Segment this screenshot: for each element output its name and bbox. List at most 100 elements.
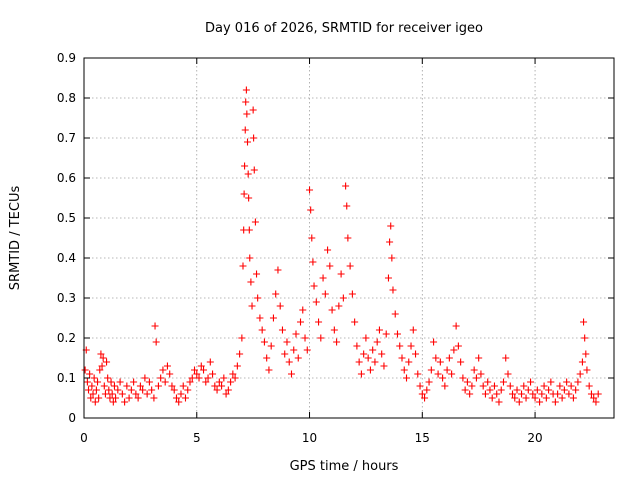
- data-point: [527, 378, 535, 386]
- data-point: [227, 378, 235, 386]
- data-point: [95, 394, 103, 402]
- y-tick-label: 0.4: [57, 251, 76, 265]
- data-point: [594, 390, 602, 398]
- data-point: [218, 382, 226, 390]
- data-point: [468, 382, 476, 390]
- data-point: [409, 326, 417, 334]
- data-point: [224, 386, 232, 394]
- data-point: [269, 314, 277, 322]
- data-point: [425, 378, 433, 386]
- data-point: [328, 306, 336, 314]
- data-point: [206, 358, 214, 366]
- data-point: [343, 202, 351, 210]
- data-point: [240, 190, 248, 198]
- y-tick-label: 0.6: [57, 171, 76, 185]
- data-point: [486, 386, 494, 394]
- data-point: [151, 322, 159, 330]
- data-point: [412, 350, 420, 358]
- data-point: [502, 354, 510, 362]
- data-point: [85, 386, 93, 394]
- data-point: [432, 354, 440, 362]
- data-point: [493, 390, 501, 398]
- data-point: [445, 354, 453, 362]
- data-point: [104, 374, 112, 382]
- data-point: [317, 334, 325, 342]
- data-point: [188, 374, 196, 382]
- y-tick-label: 0.1: [57, 371, 76, 385]
- data-point: [407, 342, 415, 350]
- data-point: [98, 362, 106, 370]
- data-point: [202, 378, 210, 386]
- data-point: [479, 382, 487, 390]
- data-point: [123, 382, 131, 390]
- x-tick-label: 5: [193, 431, 201, 445]
- data-point: [195, 374, 203, 382]
- data-point: [150, 394, 158, 402]
- data-point: [258, 326, 266, 334]
- data-point: [330, 326, 338, 334]
- data-point: [209, 370, 217, 378]
- data-point: [274, 266, 282, 274]
- data-point: [105, 386, 113, 394]
- data-point: [421, 394, 429, 402]
- y-tick-label: 0.7: [57, 131, 76, 145]
- data-point: [481, 390, 489, 398]
- data-point: [109, 398, 117, 406]
- data-point: [244, 170, 252, 178]
- data-point: [94, 378, 102, 386]
- data-point: [186, 378, 194, 386]
- data-point: [585, 382, 593, 390]
- data-point: [427, 366, 435, 374]
- y-tick-label: 0.9: [57, 51, 76, 65]
- data-point: [256, 314, 264, 322]
- data-point: [558, 394, 566, 402]
- data-point: [499, 378, 507, 386]
- data-point: [125, 394, 133, 402]
- data-point: [90, 374, 98, 382]
- data-point: [285, 358, 293, 366]
- data-point: [355, 358, 363, 366]
- data-point: [204, 374, 212, 382]
- data-point: [423, 386, 431, 394]
- data-point: [306, 186, 314, 194]
- axis-ticks: 0 0.1 0.2 0.3 0.4 0.5 0.6 0.7 0.8 0.9 0 5 10 15 20: [57, 51, 614, 445]
- data-point: [88, 382, 96, 390]
- data-point: [134, 394, 142, 402]
- data-point: [319, 274, 327, 282]
- data-point: [116, 378, 124, 386]
- data-point: [166, 370, 174, 378]
- data-point: [247, 278, 255, 286]
- data-point: [242, 86, 250, 94]
- data-point: [100, 382, 108, 390]
- data-point: [245, 226, 253, 234]
- data-point: [200, 366, 208, 374]
- data-point: [351, 318, 359, 326]
- data-point: [375, 326, 383, 334]
- data-point: [324, 246, 332, 254]
- data-point: [241, 126, 249, 134]
- data-point: [193, 370, 201, 378]
- data-point: [81, 366, 89, 374]
- data-point: [303, 346, 311, 354]
- data-point: [99, 354, 107, 362]
- data-point: [369, 346, 377, 354]
- data-point: [414, 370, 422, 378]
- data-point: [308, 234, 316, 242]
- data-point: [239, 262, 247, 270]
- data-point: [360, 350, 368, 358]
- data-point: [179, 382, 187, 390]
- data-point: [220, 374, 228, 382]
- data-point: [509, 390, 517, 398]
- data-point: [294, 354, 302, 362]
- data-point: [518, 390, 526, 398]
- data-point: [457, 358, 465, 366]
- data-point: [357, 370, 365, 378]
- data-point: [175, 398, 183, 406]
- data-point: [576, 370, 584, 378]
- data-point: [246, 254, 254, 262]
- data-point: [461, 386, 469, 394]
- data-point: [504, 370, 512, 378]
- data-point: [307, 206, 315, 214]
- data-point: [580, 318, 588, 326]
- data-point: [542, 394, 550, 402]
